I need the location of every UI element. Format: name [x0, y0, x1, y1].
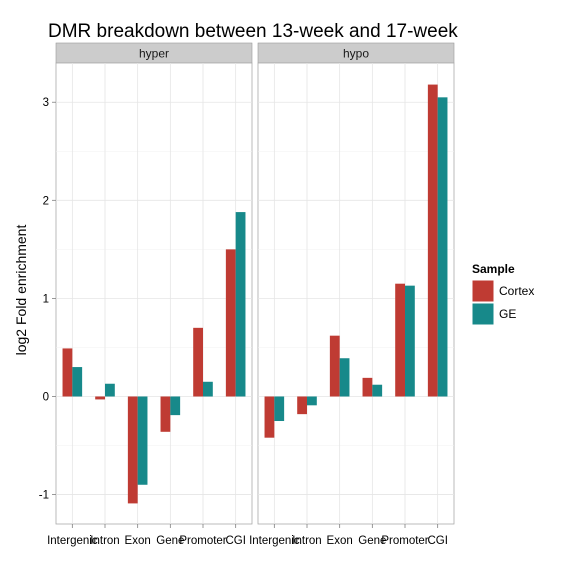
x-tick-label: Promoter: [381, 535, 428, 547]
bar-cortex-exon: [127, 396, 138, 504]
x-tick-label: Intron: [292, 535, 321, 547]
bar-cortex-gene: [160, 396, 171, 432]
legend-label-ge: GE: [499, 307, 516, 321]
bar-cortex-intron: [95, 396, 105, 400]
legend-swatch-cortex: [471, 279, 495, 303]
bar-ge-promoter: [203, 381, 213, 397]
bar-ge-cgi: [235, 212, 246, 397]
y-tick-label: 2: [43, 195, 49, 207]
bar-cortex-intergenic: [62, 348, 73, 397]
bar-ge-promoter: [405, 285, 415, 397]
bar-ge-exon: [137, 396, 148, 485]
y-tick-label: 1: [43, 293, 49, 305]
legend-title: Sample: [472, 262, 515, 276]
bar-cortex-gene: [362, 377, 373, 397]
bar-ge-gene: [170, 396, 181, 416]
x-tick-label: CGI: [225, 535, 245, 547]
bar-cortex-promoter: [395, 283, 405, 397]
chart-title: DMR breakdown between 13-week and 17-wee…: [48, 21, 458, 42]
bar-cortex-cgi: [225, 249, 236, 397]
x-tick-label: Exon: [125, 535, 151, 547]
bar-ge-intron: [105, 383, 115, 397]
y-axis-title: log2 Fold enrichment: [13, 225, 29, 356]
facet-strip-label: hypo: [343, 47, 369, 61]
y-tick-label: 3: [43, 97, 49, 109]
y-tick-label: 0: [43, 391, 49, 403]
y-axis: -1 0 1 2 3: [39, 97, 56, 502]
bar-ge-gene: [372, 384, 383, 397]
bar-ge-intron: [307, 396, 317, 406]
bar-ge-intergenic: [72, 367, 83, 397]
facet-strip-label: hyper: [139, 47, 169, 61]
x-tick-label: Intergenic: [249, 535, 300, 547]
x-tick-label: Gene: [156, 535, 184, 547]
legend-swatch-ge: [471, 302, 495, 326]
x-tick-label: Gene: [358, 535, 386, 547]
panel-background: [55, 62, 253, 525]
bar-ge-exon: [339, 358, 350, 397]
x-tick-label: Intron: [90, 535, 119, 547]
legend-label-cortex: Cortex: [499, 284, 534, 298]
x-tick-label: CGI: [427, 535, 447, 547]
bar-cortex-intergenic: [264, 396, 275, 438]
bar-cortex-exon: [329, 335, 340, 397]
x-tick-label: Exon: [327, 535, 353, 547]
bar-cortex-promoter: [193, 327, 203, 397]
y-tick-label: -1: [39, 490, 49, 502]
bar-ge-cgi: [437, 97, 448, 397]
bar-ge-intergenic: [274, 396, 285, 422]
x-tick-label: Intergenic: [47, 535, 98, 547]
bar-cortex-cgi: [427, 84, 438, 397]
bar-cortex-intron: [297, 396, 307, 415]
panel-background: [257, 62, 455, 525]
legend: Sample Cortex GE: [471, 262, 534, 326]
x-tick-label: Promoter: [179, 535, 226, 547]
